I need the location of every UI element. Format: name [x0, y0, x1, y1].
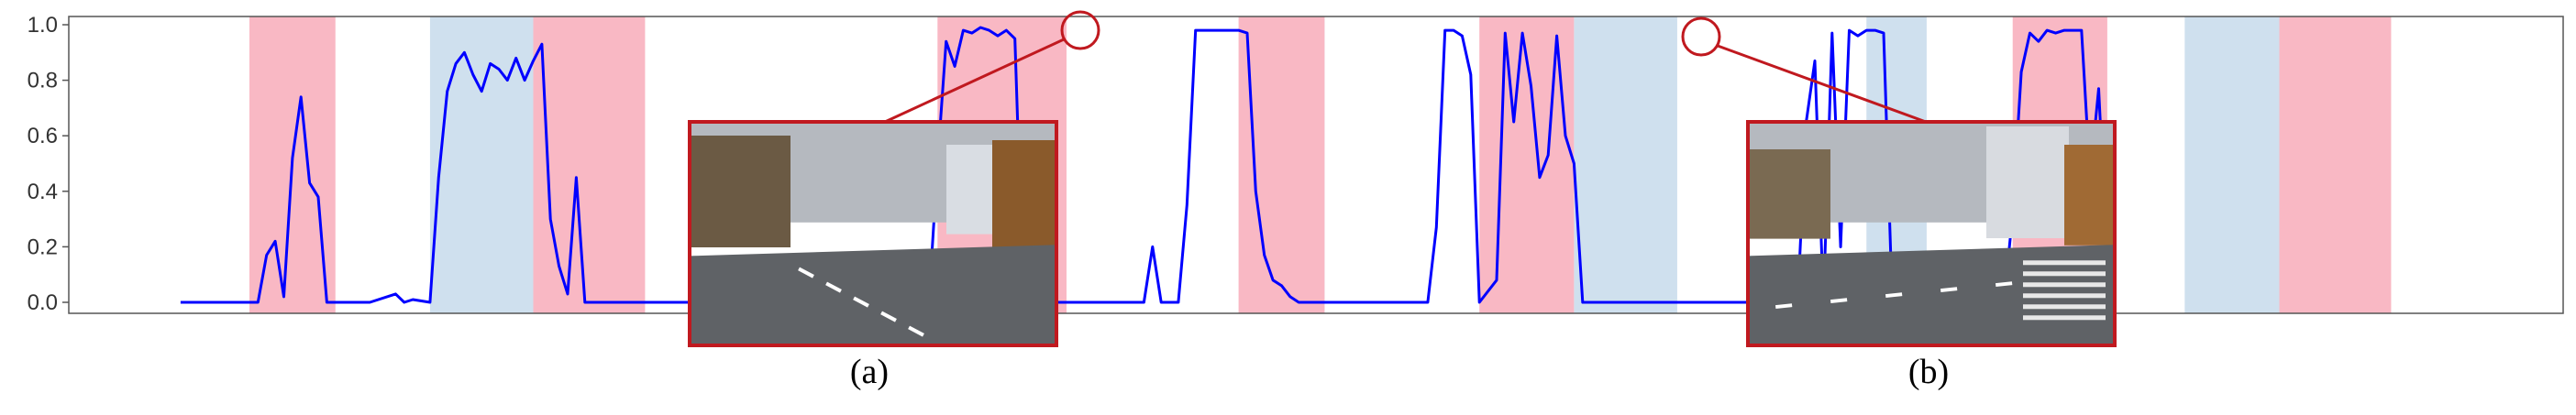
y-tick-label-5: 1.0 [28, 13, 58, 38]
lane-mark [1885, 292, 1903, 299]
caption-b: (b) [1908, 353, 1949, 391]
trees-right [2064, 145, 2115, 246]
y-tick-label-2: 0.4 [28, 180, 58, 204]
inset-photo-0 [688, 120, 1058, 347]
road [690, 245, 1056, 345]
y-tick-label-3: 0.6 [28, 124, 58, 148]
lane-mark [825, 281, 842, 293]
series-line-0 [180, 26, 2109, 304]
lane-mark [1775, 303, 1793, 310]
band-blue-0 [429, 16, 534, 313]
axes [68, 16, 2564, 314]
lane-mark [908, 325, 924, 337]
crosswalk-stripe [2023, 304, 2106, 310]
inset-photo-1 [1746, 120, 2117, 347]
y-tick-label-1: 0.2 [28, 235, 58, 259]
crosswalk-stripe [2023, 293, 2106, 299]
inset-frame [688, 120, 1058, 347]
trees-right [992, 140, 1056, 252]
band-red-3 [1238, 16, 1325, 313]
band-red-1 [533, 16, 646, 313]
y-tick-labels: 0.0 0.2 0.4 0.6 0.8 1.0 [28, 13, 69, 315]
lane-mark [1996, 281, 2013, 288]
band-red-6 [2279, 16, 2392, 313]
trees-left [690, 136, 790, 247]
callout-circle-0 [1060, 10, 1100, 50]
band-blue-5 [2184, 16, 2280, 313]
building [1986, 126, 2069, 238]
lane-mark [880, 311, 897, 322]
lane-mark [853, 296, 869, 308]
trees-left [1748, 149, 1830, 239]
series-layer [180, 26, 2109, 304]
plot-frame [68, 16, 2564, 314]
lane-mark [798, 267, 814, 278]
lane-mark [1940, 287, 1958, 293]
inset-frame [1746, 120, 2117, 347]
callout-line-0 [884, 38, 1065, 124]
y-tick-label-0: 0.0 [28, 290, 58, 315]
callout-circle-1 [1681, 16, 1721, 57]
crosswalk-stripe [2023, 315, 2106, 321]
caption-a: (a) [850, 353, 889, 391]
callout-line-1 [1717, 44, 1927, 124]
road [1748, 245, 2115, 345]
crosswalk-stripe [2023, 282, 2106, 288]
lane-mark [1830, 298, 1848, 304]
crosswalk-stripe [2023, 260, 2106, 266]
band-blue-2 [1574, 16, 1677, 313]
crosswalk-stripe [2023, 271, 2106, 277]
inset-layer [688, 10, 2117, 347]
y-tick-label-4: 0.8 [28, 69, 58, 93]
